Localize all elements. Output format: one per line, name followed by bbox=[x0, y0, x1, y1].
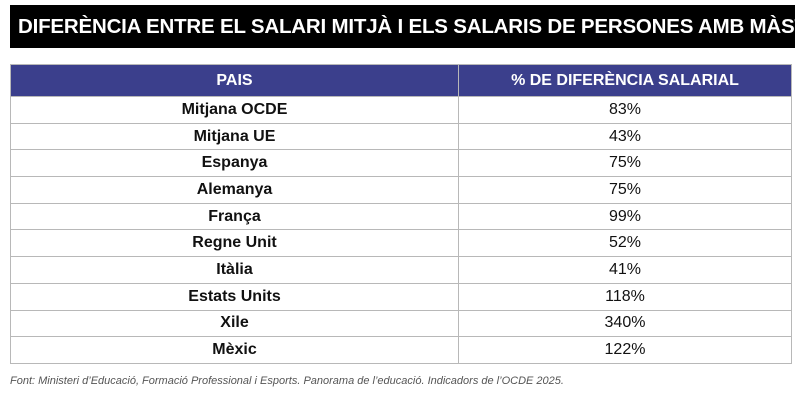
table-row: Estats Units 118% bbox=[10, 282, 792, 311]
value-cell: 52% bbox=[458, 229, 792, 258]
table-row: Xile 340% bbox=[10, 309, 792, 338]
value-cell: 83% bbox=[458, 96, 792, 124]
country-cell: Itàlia bbox=[10, 256, 459, 284]
value-cell: 41% bbox=[458, 256, 792, 284]
country-cell: Alemanya bbox=[10, 176, 459, 204]
country-cell: Regne Unit bbox=[10, 229, 459, 258]
source-note: Font: Ministeri d’Educació, Formació Pro… bbox=[10, 375, 564, 387]
table-row: França 99% bbox=[10, 202, 792, 231]
title: DIFERÈNCIA ENTRE EL SALARI MITJÀ I ELS S… bbox=[10, 5, 806, 48]
country-cell: Mitjana OCDE bbox=[10, 96, 459, 124]
value-cell: 75% bbox=[458, 176, 792, 204]
country-cell: Mitjana UE bbox=[10, 122, 459, 151]
country-cell: Xile bbox=[10, 309, 459, 338]
header-row: PAIS% DE DIFERÈNCIA SALARIAL bbox=[10, 64, 792, 97]
table-row: Alemanya 75% bbox=[10, 176, 792, 204]
country-cell: Mèxic bbox=[10, 336, 459, 364]
table-row: Itàlia 41% bbox=[10, 256, 792, 284]
table-row: Regne Unit 52% bbox=[10, 229, 792, 258]
table: PAIS% DE DIFERÈNCIA SALARIAL Mitjana OCD… bbox=[10, 64, 792, 364]
table-row: Mèxic 122% bbox=[10, 336, 792, 364]
country-cell: Estats Units bbox=[10, 282, 459, 311]
column-header: PAIS bbox=[10, 64, 459, 97]
table-row: Espanya 75% bbox=[10, 149, 792, 178]
table-body: Mitjana OCDE 83% Mitjana UE 43% Espanya 75% Al… bbox=[10, 96, 792, 364]
country-cell: Espanya bbox=[10, 149, 459, 178]
value-cell: 99% bbox=[458, 202, 792, 231]
column-header: % DE DIFERÈNCIA SALARIAL bbox=[458, 64, 792, 97]
table-row: Mitjana OCDE 83% bbox=[10, 96, 792, 124]
country-cell: França bbox=[10, 202, 459, 231]
value-cell: 118% bbox=[458, 282, 792, 311]
value-cell: 43% bbox=[458, 122, 792, 151]
value-cell: 122% bbox=[458, 336, 792, 364]
table-row: Mitjana UE 43% bbox=[10, 122, 792, 151]
value-cell: 75% bbox=[458, 149, 792, 178]
value-cell: 340% bbox=[458, 309, 792, 338]
